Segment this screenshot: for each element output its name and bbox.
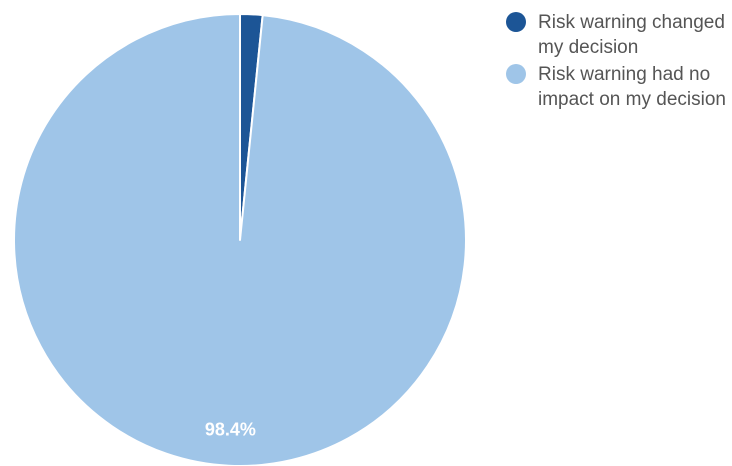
legend: Risk warning changed my decision Risk wa… [506, 10, 730, 114]
legend-item-no-impact[interactable]: Risk warning had no impact on my decisio… [506, 62, 730, 112]
legend-swatch-dark-blue [506, 12, 526, 32]
pie-data-label-1: 98.4% [205, 419, 256, 439]
legend-label: Risk warning changed my decision [538, 12, 725, 58]
legend-item-changed-decision[interactable]: Risk warning changed my decision [506, 10, 730, 60]
pie-slice-1[interactable] [13, 13, 467, 466]
legend-label: Risk warning had no impact on my decisio… [538, 64, 726, 110]
legend-swatch-light-blue [506, 64, 526, 84]
